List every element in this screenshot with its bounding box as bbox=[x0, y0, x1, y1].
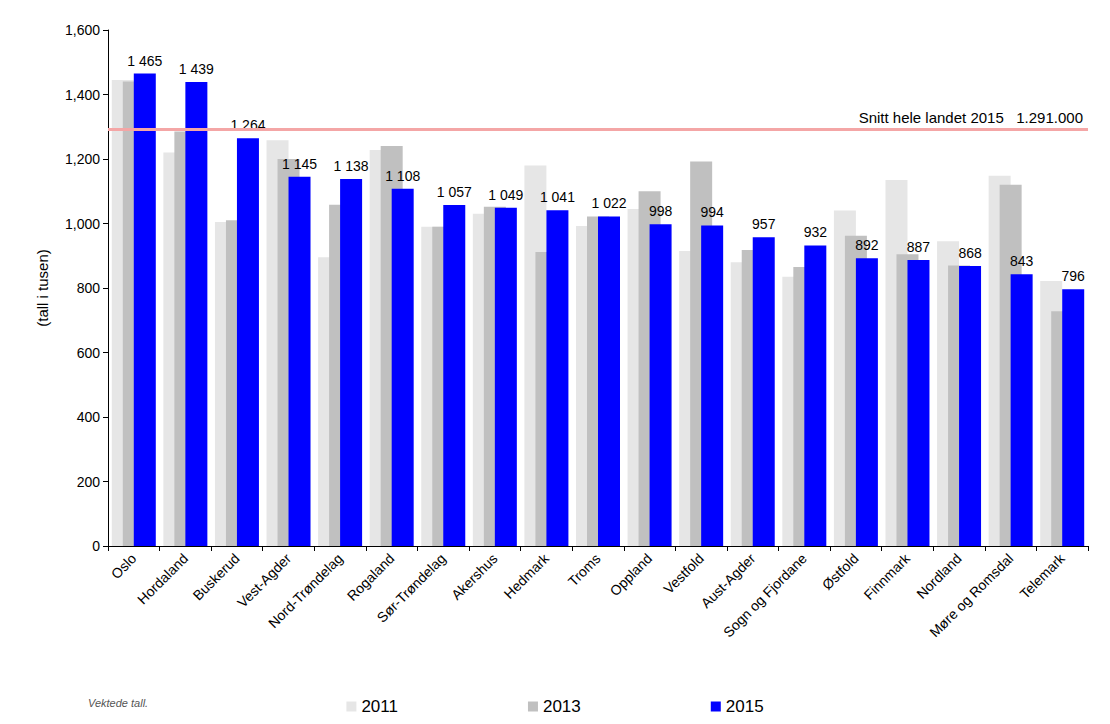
svg-text:1,600: 1,600 bbox=[65, 22, 100, 38]
svg-text:2015: 2015 bbox=[726, 697, 764, 716]
svg-text:600: 600 bbox=[77, 345, 101, 361]
svg-text:Møre og Romsdal: Møre og Romsdal bbox=[926, 550, 1016, 640]
svg-text:1 138: 1 138 bbox=[334, 158, 369, 174]
svg-text:994: 994 bbox=[700, 204, 724, 220]
svg-text:Rogaland: Rogaland bbox=[344, 550, 398, 604]
svg-text:Buskerud: Buskerud bbox=[190, 550, 243, 603]
svg-text:Nordland: Nordland bbox=[913, 550, 964, 601]
svg-text:Sogn og Fjordane: Sogn og Fjordane bbox=[720, 550, 810, 640]
svg-text:Troms: Troms bbox=[565, 550, 604, 589]
svg-text:932: 932 bbox=[804, 224, 828, 240]
svg-text:Sør-Trøndelag: Sør-Trøndelag bbox=[374, 550, 449, 625]
svg-text:Vestfold: Vestfold bbox=[660, 550, 707, 597]
svg-text:1 145: 1 145 bbox=[282, 156, 317, 172]
svg-text:Nord-Trøndelag: Nord-Trøndelag bbox=[265, 550, 346, 631]
svg-text:1 108: 1 108 bbox=[385, 168, 420, 184]
svg-text:Snitt hele landet 2015 1.291: Snitt hele landet 2015 1.291.000 bbox=[859, 109, 1083, 126]
svg-text:2013: 2013 bbox=[543, 697, 581, 716]
svg-text:1 049: 1 049 bbox=[488, 187, 523, 203]
svg-text:868: 868 bbox=[958, 245, 982, 261]
svg-text:Finnmark: Finnmark bbox=[861, 550, 914, 603]
svg-text:(tall i tusen): (tall i tusen) bbox=[34, 249, 51, 327]
svg-text:1,200: 1,200 bbox=[65, 151, 100, 167]
svg-text:1 264: 1 264 bbox=[230, 117, 266, 134]
svg-text:2011: 2011 bbox=[361, 697, 398, 716]
svg-text:800: 800 bbox=[77, 280, 101, 296]
svg-text:887: 887 bbox=[907, 239, 931, 255]
svg-text:Aust-Agder: Aust-Agder bbox=[697, 550, 759, 612]
svg-text:Østfold: Østfold bbox=[819, 550, 862, 593]
svg-text:200: 200 bbox=[77, 474, 101, 490]
svg-text:843: 843 bbox=[1010, 253, 1034, 269]
svg-text:Oslo: Oslo bbox=[108, 550, 140, 582]
svg-text:998: 998 bbox=[649, 203, 673, 219]
svg-text:Telemark: Telemark bbox=[1016, 550, 1068, 602]
svg-text:Akershus: Akershus bbox=[448, 550, 501, 603]
svg-text:1,000: 1,000 bbox=[65, 216, 100, 232]
svg-text:957: 957 bbox=[752, 216, 776, 232]
svg-text:1 057: 1 057 bbox=[437, 184, 472, 200]
svg-text:0: 0 bbox=[92, 538, 100, 554]
svg-text:Vektede tall.: Vektede tall. bbox=[88, 697, 148, 709]
svg-text:1 022: 1 022 bbox=[591, 195, 626, 211]
svg-text:Oppland: Oppland bbox=[607, 550, 656, 599]
svg-text:1,400: 1,400 bbox=[65, 87, 100, 103]
svg-text:796: 796 bbox=[1062, 268, 1086, 284]
svg-text:1 465: 1 465 bbox=[127, 53, 162, 69]
svg-text:Vest-Agder: Vest-Agder bbox=[233, 550, 295, 611]
svg-text:1 041: 1 041 bbox=[540, 189, 575, 205]
svg-text:Hordaland: Hordaland bbox=[134, 550, 191, 607]
svg-text:892: 892 bbox=[855, 237, 879, 253]
svg-text:Hedmark: Hedmark bbox=[501, 550, 553, 602]
svg-text:400: 400 bbox=[77, 409, 101, 425]
svg-text:1 439: 1 439 bbox=[179, 61, 214, 77]
